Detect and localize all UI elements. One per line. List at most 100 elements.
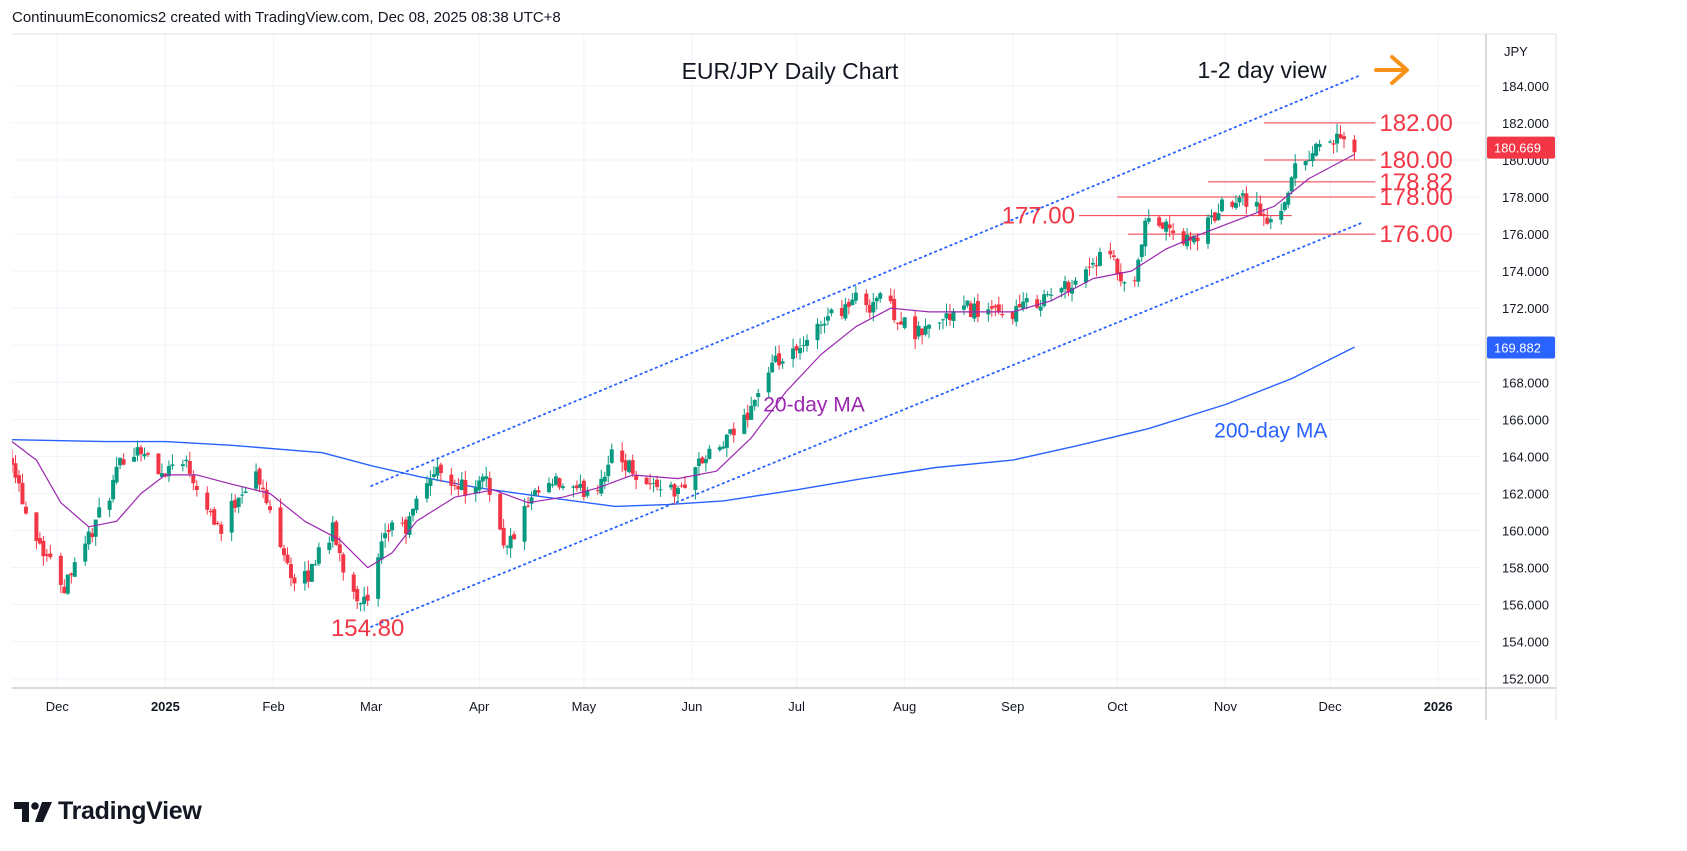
candle-body — [365, 594, 370, 601]
candle-body — [212, 509, 217, 525]
candle-body — [550, 484, 555, 486]
candle-body — [864, 293, 869, 306]
time-tick-label: Jun — [681, 699, 702, 714]
channel-lower-line — [370, 222, 1363, 628]
candle-body — [682, 484, 687, 488]
price-tick-label: 182.000 — [1502, 116, 1549, 131]
candle-body — [97, 507, 102, 518]
chart-title: EUR/JPY Daily Chart — [682, 58, 899, 84]
candle-body — [655, 479, 660, 487]
candle-body — [114, 466, 119, 483]
candle-body — [818, 324, 823, 326]
candle-body — [383, 533, 388, 539]
candle-body — [766, 372, 771, 393]
candle-body — [1279, 210, 1284, 220]
candle-body — [142, 453, 147, 457]
price-tick-label: 156.000 — [1502, 598, 1549, 613]
price-axis[interactable]: 184.000182.000180.000178.000176.000174.0… — [1487, 44, 1555, 687]
candle-body — [477, 480, 482, 491]
candle-body — [191, 474, 196, 484]
candle-body — [805, 339, 810, 346]
candle-body — [825, 316, 830, 321]
level-label: 178.00 — [1379, 184, 1452, 211]
candle-body — [672, 484, 677, 497]
chart-grid — [12, 34, 1480, 688]
price-tick-label: 162.000 — [1502, 486, 1549, 501]
candle-body — [996, 304, 1001, 313]
price-tick-label: 154.000 — [1502, 635, 1549, 650]
candle-body — [1118, 272, 1123, 282]
candle-body — [1157, 217, 1162, 226]
candle-body — [546, 482, 551, 493]
chart-credit: ContinuumEconomics2 created with Trading… — [12, 9, 561, 26]
candle-body — [1261, 214, 1266, 217]
candle-body — [791, 348, 796, 359]
price-tick-label: 168.000 — [1502, 375, 1549, 390]
candle-body — [90, 533, 95, 537]
candle-body — [159, 473, 164, 477]
candle-body — [302, 571, 307, 584]
candle-body — [644, 477, 649, 485]
candle-body — [941, 319, 946, 321]
candle-body — [69, 573, 74, 576]
candle-body — [1017, 304, 1022, 308]
candle-body — [233, 499, 238, 508]
candle-body — [1289, 177, 1294, 192]
candle-body — [487, 477, 492, 495]
candle-body — [902, 317, 907, 328]
candle-body — [871, 301, 876, 313]
candle-body — [717, 447, 722, 451]
candle-body — [696, 458, 701, 466]
price-tick-label: 160.000 — [1502, 524, 1549, 539]
annotation-label: 154.80 — [331, 615, 404, 642]
candle-body — [261, 487, 266, 490]
candle-body — [428, 479, 433, 487]
candle-body — [571, 486, 576, 488]
candle-body — [993, 305, 998, 308]
candle-body — [1038, 306, 1043, 311]
candle-body — [386, 529, 391, 532]
candle-body — [1342, 136, 1347, 140]
candle-body — [522, 505, 527, 542]
candle-body — [254, 471, 259, 489]
candle-body — [623, 460, 628, 471]
candle-body — [533, 490, 538, 496]
candle-body — [86, 531, 91, 545]
candle-body — [118, 457, 123, 466]
candle-body — [1024, 298, 1029, 303]
candle-body — [1087, 266, 1092, 268]
candle-body — [1090, 262, 1095, 265]
candle-body — [536, 490, 541, 493]
candle-body — [236, 497, 241, 508]
candle-body — [1083, 269, 1088, 283]
last-price-badge-bg — [1487, 136, 1555, 159]
candle-body — [822, 323, 827, 326]
candle-body — [463, 480, 468, 496]
time-axis[interactable]: Dec 2025 Feb Mar Apr May Jun Jul Aug Sep Oct Nov Dec… — [46, 699, 1453, 714]
candle-body — [484, 476, 489, 480]
level-label: 182.00 — [1379, 110, 1452, 137]
candle-body — [268, 506, 273, 511]
candle-body — [944, 313, 949, 319]
candle-body — [1258, 203, 1263, 216]
candle-body — [1237, 197, 1242, 203]
candle-body — [215, 523, 220, 525]
candle-body — [508, 535, 513, 549]
tradingview-logo[interactable]: TradingView — [14, 797, 202, 826]
candle-body — [480, 476, 485, 482]
candle-body — [337, 544, 342, 554]
candle-body — [1136, 259, 1141, 282]
candle-body — [1164, 221, 1169, 232]
time-tick-label: May — [572, 699, 597, 714]
candle-body — [1314, 143, 1319, 156]
candle-body — [1014, 306, 1019, 322]
candle-body — [1192, 235, 1197, 243]
candle-body — [111, 479, 116, 500]
candle-body — [410, 508, 415, 516]
candle-body — [62, 586, 67, 594]
candle-body — [1254, 201, 1259, 207]
candle-body — [107, 500, 112, 510]
candle-body — [257, 468, 262, 485]
